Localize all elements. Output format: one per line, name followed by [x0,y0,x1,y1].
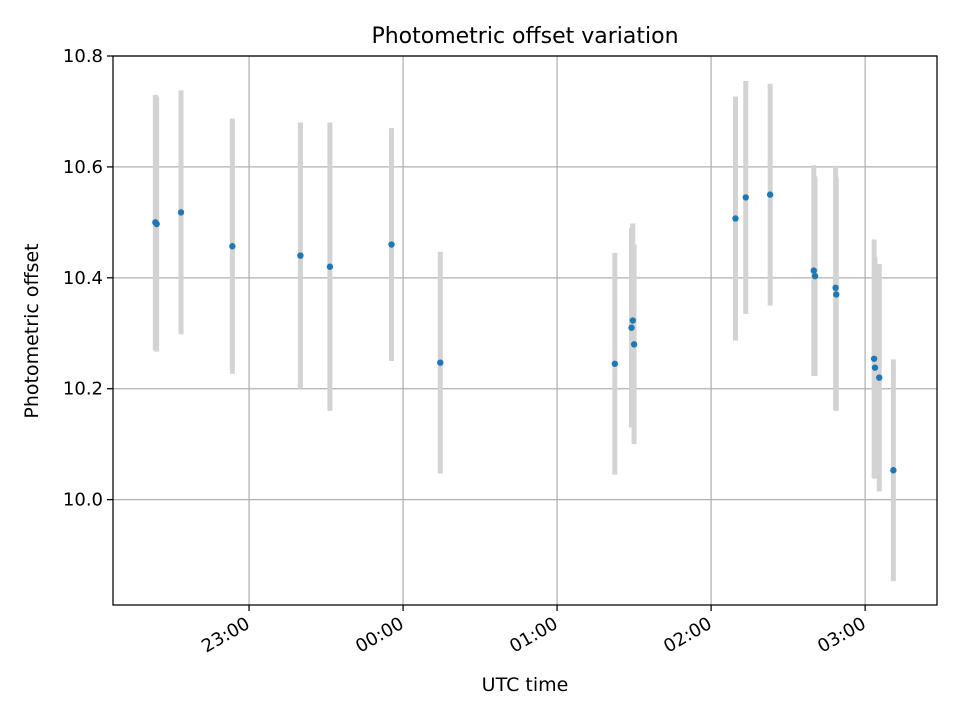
y-tick-label: 10.2 [63,379,103,400]
data-point [628,324,635,331]
data-point [732,215,739,222]
data-point [297,252,304,259]
data-point [388,241,395,248]
data-point [177,209,185,216]
data-point [611,360,619,367]
data-point [876,374,883,381]
y-tick-label: 10.4 [63,268,103,289]
data-points [152,191,897,474]
data-point [437,359,444,366]
x-axis-label: UTC time [482,674,569,696]
data-point [326,263,334,270]
y-tick-label: 10.8 [63,46,103,67]
data-point [153,220,160,228]
y-axis-ticks: 10.0 10.2 10.4 10.6 10.8 [63,46,113,511]
data-point [832,284,839,291]
data-point [870,355,878,362]
data-point [811,272,819,280]
data-point [629,317,637,324]
data-point [742,194,749,201]
y-tick-label: 10.6 [63,157,103,178]
y-tick-label: 10.0 [63,490,103,511]
y-axis-label: Photometric offset [21,243,43,418]
data-point [833,291,840,298]
data-point [890,467,897,474]
data-point [810,267,817,274]
data-point [630,341,638,348]
plot-frame [112,55,938,606]
data-point [766,191,774,198]
data-point [229,243,236,250]
chart-title: Photometric offset variation [371,24,678,49]
data-point [871,364,879,371]
